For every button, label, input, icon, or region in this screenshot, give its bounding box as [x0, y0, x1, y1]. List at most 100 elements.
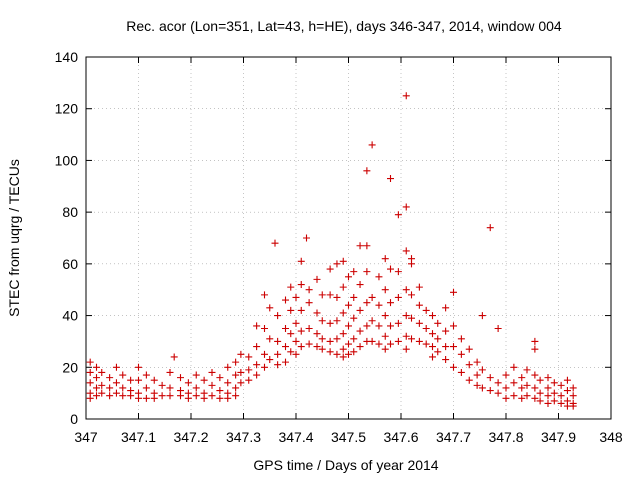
data-point [363, 242, 371, 250]
data-point [177, 392, 184, 400]
data-point [93, 363, 100, 371]
data-point [368, 337, 376, 345]
data-point [326, 291, 334, 299]
data-point [266, 356, 274, 364]
data-point [326, 265, 334, 273]
data-point [557, 381, 565, 389]
data-point [339, 353, 347, 361]
data-point [184, 379, 192, 387]
data-point [465, 361, 473, 369]
data-point [106, 384, 114, 392]
data-point [429, 312, 436, 320]
y-tick-label: 120 [55, 101, 79, 117]
data-point [305, 325, 313, 332]
data-point [569, 384, 577, 392]
data-point [292, 319, 300, 327]
data-point [473, 381, 481, 389]
data-point [536, 397, 544, 405]
data-point [402, 332, 410, 340]
data-point [305, 299, 313, 307]
data-point [208, 381, 216, 389]
data-point [326, 348, 334, 356]
data-point [494, 389, 502, 397]
data-point [86, 379, 94, 387]
data-point [486, 387, 494, 395]
data-point [457, 350, 465, 358]
data-point [563, 387, 571, 395]
data-point [292, 337, 300, 345]
data-point [531, 394, 539, 402]
data-point [313, 275, 321, 283]
data-point [150, 376, 158, 384]
data-point [318, 317, 326, 325]
data-point [387, 175, 394, 183]
x-tick-label: 347.5 [331, 429, 366, 445]
data-point [457, 335, 465, 343]
data-point [333, 335, 341, 343]
data-point [313, 330, 321, 338]
data-point [266, 335, 274, 343]
data-point [536, 376, 544, 384]
data-point [550, 379, 558, 387]
data-point [363, 322, 371, 330]
data-point [297, 343, 305, 351]
data-point [333, 350, 341, 358]
data-point [339, 309, 347, 317]
data-point [473, 371, 481, 379]
data-point [345, 340, 352, 348]
grid-lines [86, 57, 611, 419]
data-point [142, 371, 150, 379]
data-point [158, 392, 166, 400]
data-point [292, 293, 300, 301]
data-point [442, 343, 450, 351]
y-tick-label: 20 [62, 359, 78, 375]
data-point [93, 392, 100, 400]
data-point [86, 368, 94, 376]
data-point [375, 322, 383, 330]
data-point [119, 392, 127, 400]
data-point [465, 345, 473, 353]
x-tick-label: 347 [74, 429, 98, 445]
data-point [387, 265, 394, 273]
data-point [224, 394, 232, 402]
data-point [478, 384, 486, 392]
data-point [135, 363, 142, 371]
data-point [502, 384, 510, 392]
data-point [368, 293, 376, 301]
data-point [478, 366, 486, 374]
data-point [253, 361, 261, 369]
data-point [112, 379, 120, 387]
data-point [333, 293, 341, 301]
data-point [192, 392, 200, 400]
data-point [135, 376, 142, 384]
data-point [494, 379, 502, 387]
data-point [93, 384, 100, 392]
data-point [544, 374, 552, 382]
x-tick-label: 347.7 [436, 429, 471, 445]
data-point [345, 350, 352, 358]
data-point [297, 281, 305, 289]
data-point [402, 247, 410, 255]
data-point [313, 343, 321, 351]
y-tick-label: 80 [62, 204, 78, 220]
data-point [394, 293, 402, 301]
data-point [402, 345, 410, 353]
data-point [216, 387, 224, 395]
data-point [381, 255, 389, 263]
data-point [375, 273, 383, 281]
data-point [415, 337, 423, 345]
data-point [563, 376, 571, 384]
data-point [429, 343, 436, 351]
data-point [232, 384, 240, 392]
y-tick-label: 140 [55, 49, 79, 65]
data-point [208, 392, 216, 400]
data-point [402, 203, 410, 211]
data-point [287, 283, 295, 291]
data-point [457, 368, 465, 376]
data-point [350, 335, 358, 343]
data-point [387, 299, 394, 307]
data-point [478, 312, 486, 320]
data-point [345, 322, 352, 330]
data-point [232, 358, 240, 366]
data-point [318, 345, 326, 353]
